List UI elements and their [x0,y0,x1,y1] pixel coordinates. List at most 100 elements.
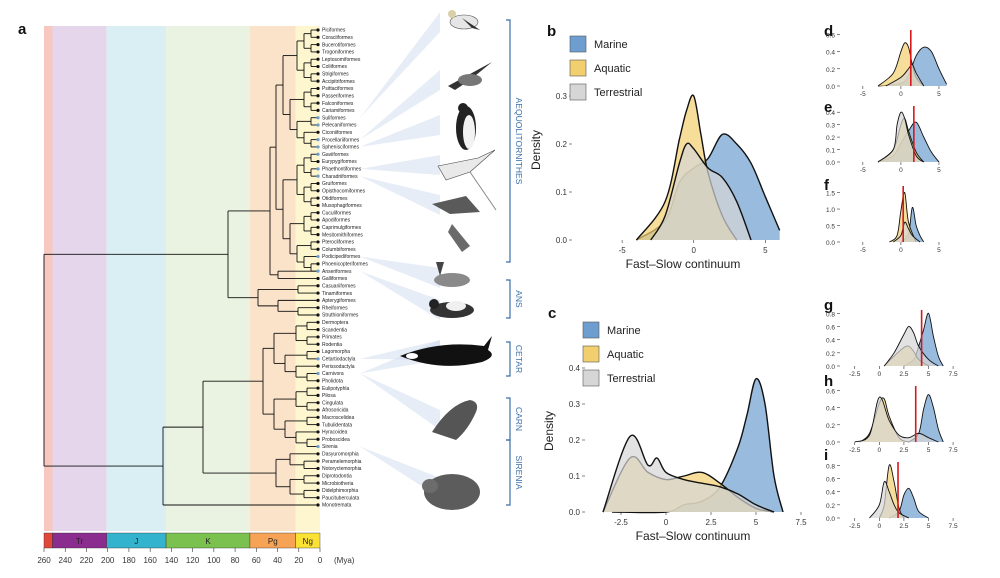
tip-marker [316,196,320,200]
tropicbird-icon [437,149,497,211]
legend-label: Marine [594,39,628,51]
tip-label: Accipitriformes [322,79,355,85]
tip-marker [316,496,320,500]
time-tick-label: 140 [165,556,179,565]
tip-label: Casuariiformes [322,283,356,289]
panel-letter-g: g [824,297,833,314]
tip-label: Carnivora [322,371,344,377]
clade-bracket [506,19,511,263]
tip-marker [316,430,320,434]
tip-marker [316,181,320,186]
tip-label: Pholidota [322,378,343,384]
tip-label: Primates [322,335,342,341]
tip-label: Cetartiodactyla [322,357,356,363]
tip-label: Bucerotiformes [322,42,356,48]
tip-marker [316,306,320,310]
connector-fan [360,70,440,140]
tip-marker [316,386,320,390]
tip-marker [316,247,320,251]
density-area-terrestrial [869,481,909,518]
penguin-icon [456,103,476,150]
x-tick-label: 5 [937,167,941,174]
tip-marker [316,174,320,178]
period-label: Tr [76,537,84,546]
tip-marker [316,130,320,134]
density-area-terrestrial [603,435,774,512]
tip-label: Procellariiformes [322,137,360,143]
connector-fan [360,256,440,288]
tip-marker [316,291,320,295]
x-tick-label: -5 [619,246,627,255]
density-line-terrestrial [869,480,910,519]
tip-marker [316,298,320,302]
x-tick-label: -2.5 [614,518,628,527]
density-line-terrestrial [883,326,939,367]
tip-label: Proboscidea [322,437,350,443]
tip-label: Hyracoidea [322,430,348,436]
clade-label: CARN [514,407,524,431]
y-tick-label: 0.0 [556,236,568,245]
chart-panel-e: 0.0 0.1 0.2 0.3 0.4 -5 0 5 [826,106,941,174]
x-tick-label: 0 [878,371,882,378]
tip-label: Trogoniformes [322,50,355,56]
clade-label: ANS [514,290,524,308]
tip-marker [316,152,320,156]
chart-panel-g: 0.0 0.2 0.4 0.6 0.8 -2.5 0 2.5 5 7.5 [826,310,958,378]
legend-swatch [569,59,587,77]
connector-fan [360,115,440,147]
tip-label: Mesitornithiformes [322,232,363,238]
y-tick-label: 0.3 [556,92,568,101]
clade-label: AEQUOLITORNITHES [514,98,524,185]
tip-label: Pilosa [322,393,336,399]
chart-panel-f: 0.0 0.5 1.0 1.5 -5 0 5 [826,186,941,254]
period-label: Pg [268,537,278,546]
tip-label: Psittaciformes [322,86,354,92]
x-tick-label: 0 [899,91,903,98]
legend-label: Aquatic [607,349,644,361]
x-tick-label: 0 [664,518,669,527]
clade-bracket [506,341,511,377]
legend-swatch [569,83,587,101]
density-line-terrestrial [877,111,925,163]
tip-marker [316,57,320,61]
tip-marker [316,123,320,127]
chart-panel-i: 0.0 0.2 0.4 0.6 0.8 -2.5 0 2.5 5 7.5 [826,462,958,530]
connector-fan [360,12,440,118]
tip-label: Peramelemorphia [322,459,362,465]
y-tick-label: 0.0 [826,160,835,167]
time-tick-label: 120 [186,556,200,565]
y-tick-label: 0.6 [826,324,835,331]
y-tick-label: 0.1 [556,188,568,197]
tip-label: Monotremata [322,503,352,509]
y-tick-label: 0.4 [826,406,835,413]
period-label: Ng [303,537,313,546]
y-axis-title: Density [542,411,556,451]
tip-label: Dasyuromorphia [322,452,359,458]
tip-marker [316,379,320,383]
tip-marker [316,364,320,368]
clade-bracket [506,279,511,319]
panel-letter-b: b [547,23,556,40]
period-label: K [205,537,211,546]
clade-brackets: AEQUOLITORNITHES ANS CETAR CARN SIRENIA [506,19,524,506]
x-tick-label: -5 [860,247,866,254]
y-tick-label: 0.3 [826,123,835,130]
tip-marker [316,240,320,244]
y-tick-label: 0.3 [569,400,581,409]
period-box [295,532,321,549]
orca-icon [400,336,492,366]
density-area-terrestrial [854,396,939,442]
tip-label: Sphenisciformes [322,145,359,151]
legend-swatch [582,345,600,363]
tip-label: Apodiformes [322,218,351,224]
tip-label: Perissodactyla [322,364,355,370]
tip-marker [316,35,320,39]
density-area-terrestrial [878,112,924,162]
panel-letter-e: e [824,99,832,116]
y-tick-label: 0.2 [556,140,568,149]
tip-label: Pelecaniformes [322,123,357,129]
x-tick-label: 5 [927,447,931,454]
tip-label: Lagomorpha [322,349,350,355]
legend-label: Marine [607,325,641,337]
